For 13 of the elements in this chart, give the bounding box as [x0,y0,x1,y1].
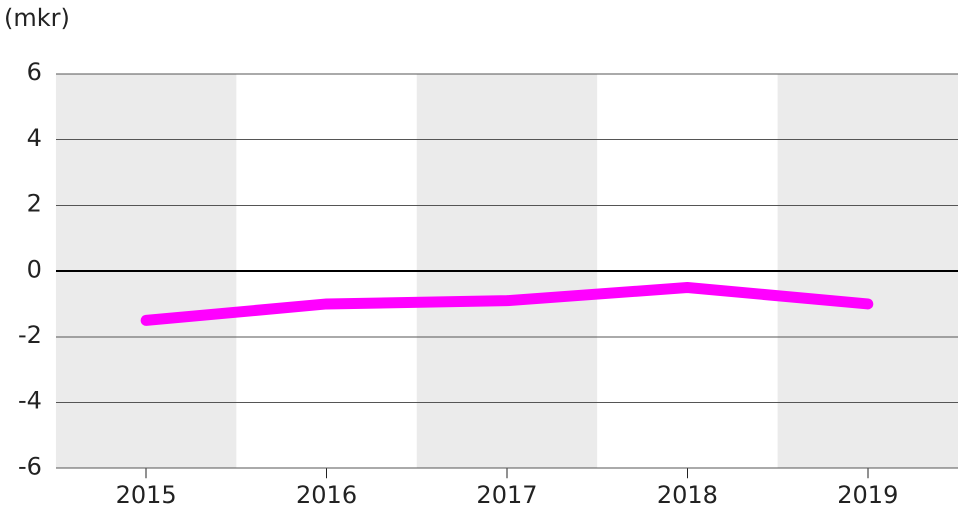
y-tick-label: 6 [26,58,42,86]
y-tick-label: 0 [26,255,42,284]
x-tick-label: 2016 [296,480,358,509]
x-tick-label: 2015 [116,480,177,509]
y-tick-label: 4 [26,124,42,152]
x-tick-label: 2018 [656,480,718,509]
y-tick-label: -4 [18,386,42,415]
y-tick-label: -2 [18,321,42,350]
y-tick-label: -6 [18,452,42,480]
y-axis-title: (mkr) [4,4,70,32]
y-tick-label: 2 [26,190,42,218]
x-tick-label: 2019 [837,480,898,509]
x-tick-label: 2017 [476,480,538,509]
